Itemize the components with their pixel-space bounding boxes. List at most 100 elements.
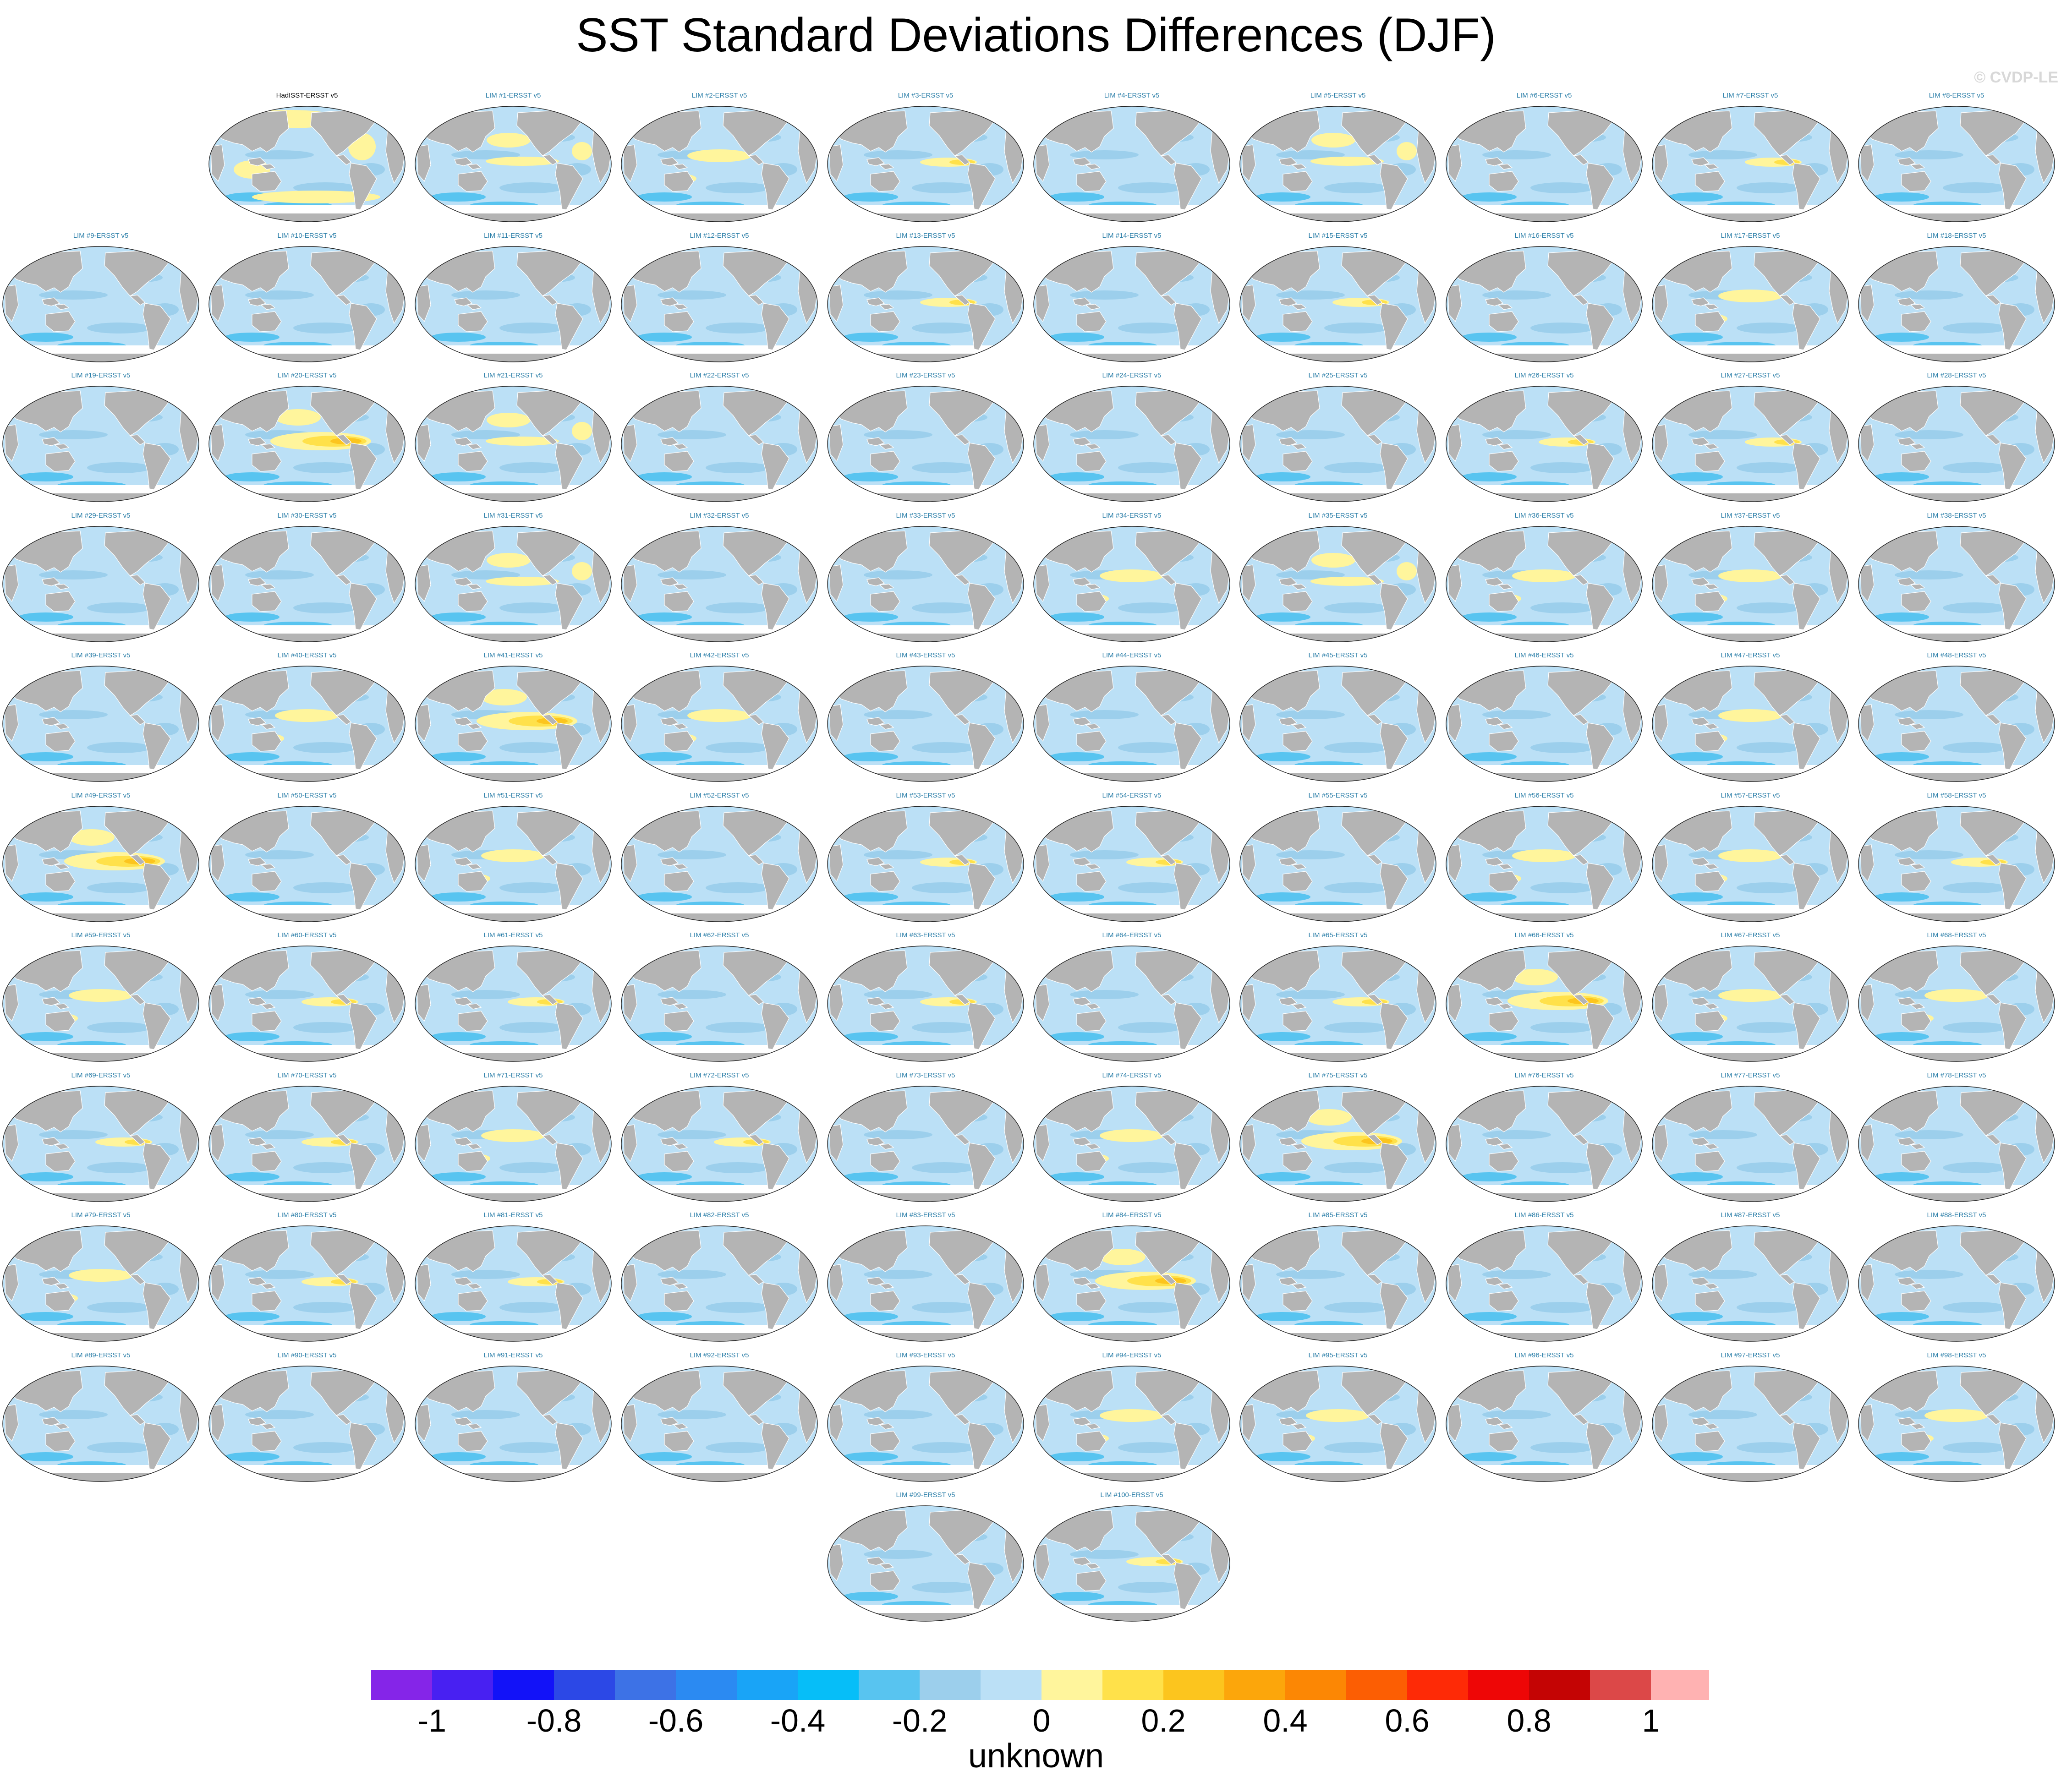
colorbar-tick-label: -0.8: [526, 1703, 582, 1738]
colorbar-box: [371, 1670, 432, 1700]
panel-title: LIM #4-ERSST v5: [1104, 92, 1160, 99]
colorbar: -1 -0.8 -0.6 -0.4 -0.2 0 0.2 0.4 0.6 0.8 1: [371, 1670, 1709, 1738]
panel-title: LIM #70-ERSST v5: [277, 1071, 337, 1079]
global-map: [1239, 246, 1436, 362]
map-panel: LIM #46-ERSST v5: [1443, 651, 1645, 784]
global-map: [1033, 1225, 1230, 1342]
global-map: [208, 106, 406, 222]
colorbar-box: [1285, 1670, 1346, 1700]
map-panel: LIM #62-ERSST v5: [619, 931, 820, 1064]
global-map: [1858, 666, 2055, 782]
map-panel: LIM #23-ERSST v5: [825, 372, 1026, 504]
map-panel: LIM #14-ERSST v5: [1031, 232, 1233, 365]
map-panel: LIM #79-ERSST v5: [0, 1211, 202, 1344]
map-panel: LIM #24-ERSST v5: [1031, 372, 1233, 504]
panel-title: LIM #36-ERSST v5: [1514, 511, 1574, 519]
global-map: [2, 1225, 199, 1342]
global-map: [1858, 946, 2055, 1062]
global-map: [1858, 525, 2055, 642]
map-panel: LIM #37-ERSST v5: [1650, 512, 1851, 645]
global-map: [2, 246, 199, 362]
global-map: [208, 1225, 406, 1342]
global-map: [827, 1225, 1024, 1342]
panel-title: LIM #65-ERSST v5: [1308, 931, 1368, 939]
panel-title: LIM #41-ERSST v5: [483, 651, 543, 659]
map-panel: LIM #84-ERSST v5: [1031, 1211, 1233, 1344]
map-panel: LIM #13-ERSST v5: [825, 232, 1026, 365]
map-panel: LIM #34-ERSST v5: [1031, 512, 1233, 645]
global-map: [208, 525, 406, 642]
map-panel: LIM #92-ERSST v5: [619, 1351, 820, 1484]
map-panel: LIM #53-ERSST v5: [825, 792, 1026, 924]
watermark: © CVDP-LE: [1974, 69, 2058, 86]
global-map: [1446, 106, 1643, 222]
panel-title: LIM #37-ERSST v5: [1721, 511, 1780, 519]
global-map: [827, 666, 1024, 782]
map-panel: LIM #91-ERSST v5: [412, 1351, 614, 1484]
map-panel: LIM #50-ERSST v5: [206, 792, 408, 924]
global-map: [621, 525, 818, 642]
panel-title: LIM #24-ERSST v5: [1102, 372, 1162, 379]
map-panel: LIM #7-ERSST v5: [1650, 92, 1851, 224]
map-panel: LIM #40-ERSST v5: [206, 651, 408, 784]
panel-title: LIM #17-ERSST v5: [1721, 231, 1780, 240]
global-map: [415, 666, 612, 782]
map-panel: LIM #66-ERSST v5: [1443, 931, 1645, 1064]
map-panel: LIM #29-ERSST v5: [0, 512, 202, 645]
global-map: [1446, 1225, 1643, 1342]
map-panel: LIM #73-ERSST v5: [825, 1071, 1026, 1204]
panel-title: LIM #46-ERSST v5: [1514, 651, 1574, 659]
map-panel: LIM #11-ERSST v5: [412, 232, 614, 365]
global-map: [827, 1505, 1024, 1622]
colorbar-box: [1590, 1670, 1651, 1700]
colorbar-box: [981, 1670, 1041, 1700]
global-map: [1652, 106, 1849, 222]
global-map: [415, 1085, 612, 1202]
colorbar-box: [493, 1670, 554, 1700]
global-map: [1239, 805, 1436, 922]
panel-title: LIM #94-ERSST v5: [1102, 1351, 1162, 1359]
map-panel: LIM #41-ERSST v5: [412, 651, 614, 784]
colorbar-box: [1529, 1670, 1590, 1700]
map-panel: LIM #54-ERSST v5: [1031, 792, 1233, 924]
panel-title: LIM #95-ERSST v5: [1308, 1351, 1368, 1359]
map-panel: LIM #97-ERSST v5: [1650, 1351, 1851, 1484]
panel-title: LIM #32-ERSST v5: [690, 511, 749, 519]
map-panel: LIM #38-ERSST v5: [1856, 512, 2057, 645]
colorbar-tick-label: 1: [1642, 1703, 1660, 1738]
colorbar-box: [554, 1670, 615, 1700]
global-map: [827, 106, 1024, 222]
panel-title: LIM #28-ERSST v5: [1927, 372, 1986, 379]
panel-title: LIM #78-ERSST v5: [1927, 1071, 1986, 1079]
map-panel: LIM #42-ERSST v5: [619, 651, 820, 784]
panel-title: LIM #33-ERSST v5: [896, 511, 955, 519]
panel-title: LIM #9-ERSST v5: [73, 231, 129, 240]
global-map: [415, 946, 612, 1062]
map-panel: LIM #16-ERSST v5: [1443, 232, 1645, 365]
global-map: [1858, 1365, 2055, 1482]
panel-title: LIM #89-ERSST v5: [71, 1351, 131, 1359]
panel-title: LIM #35-ERSST v5: [1308, 511, 1368, 519]
panel-title: LIM #42-ERSST v5: [690, 651, 749, 659]
map-panel: LIM #86-ERSST v5: [1443, 1211, 1645, 1344]
panel-title: LIM #14-ERSST v5: [1102, 231, 1162, 240]
global-map: [415, 525, 612, 642]
global-map: [1652, 386, 1849, 502]
panel-title: LIM #67-ERSST v5: [1721, 931, 1780, 939]
panel-title: LIM #83-ERSST v5: [896, 1211, 955, 1219]
panel-title: LIM #23-ERSST v5: [896, 372, 955, 379]
global-map: [827, 1365, 1024, 1482]
panel-title: LIM #29-ERSST v5: [71, 511, 131, 519]
global-map: [621, 386, 818, 502]
map-panel: LIM #6-ERSST v5: [1443, 92, 1645, 224]
panel-title: LIM #68-ERSST v5: [1927, 931, 1986, 939]
global-map: [1652, 805, 1849, 922]
global-map: [1033, 386, 1230, 502]
global-map: [621, 106, 818, 222]
global-map: [1858, 1085, 2055, 1202]
global-map: [208, 1365, 406, 1482]
map-panel: LIM #4-ERSST v5: [1031, 92, 1233, 224]
panel-title: LIM #59-ERSST v5: [71, 931, 131, 939]
map-panel: LIM #45-ERSST v5: [1237, 651, 1439, 784]
global-map: [208, 386, 406, 502]
